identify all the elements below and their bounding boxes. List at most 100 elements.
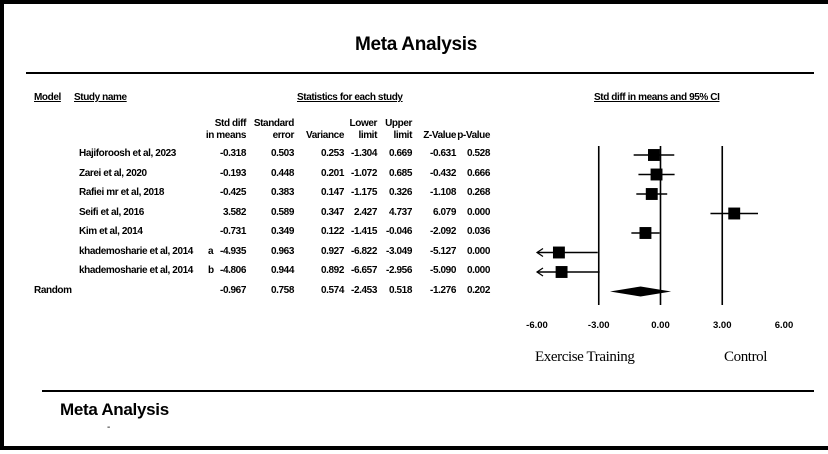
lower-limit-cell: -1.304 — [351, 148, 377, 159]
standard-error-cell: 0.349 — [270, 226, 294, 237]
p-value-cell: 0.666 — [466, 167, 490, 179]
z-value-cell: -5.127 — [430, 245, 456, 257]
lower-limit-cell: -6.822 — [351, 245, 377, 257]
std-diff-cell: -0.193 — [220, 167, 246, 179]
standard-error-header-line2: error — [272, 130, 295, 141]
point-estimate-square — [728, 207, 741, 220]
variance-cell: 0.927 — [320, 245, 344, 257]
model-header: Model — [34, 92, 61, 103]
upper-limit-cell: 4.737 — [388, 206, 412, 218]
model-cell: Random — [34, 284, 72, 296]
z-value-cell: -1.276 — [430, 284, 456, 296]
standard-error-cell: 0.383 — [270, 187, 294, 198]
p-value-cell: 0.000 — [466, 265, 490, 276]
std-diff-header-line1: Std diff — [214, 118, 247, 129]
point-estimate-square — [648, 149, 660, 161]
upper-limit-header-line1: Upper — [385, 118, 412, 129]
p-value-column-header: p-Value — [457, 130, 490, 141]
p-value-cell: 0.528 — [466, 148, 490, 159]
z-value-cell: -2.092 — [430, 226, 456, 237]
right-favours-label: Control — [724, 349, 768, 365]
variance-cell: 0.892 — [320, 265, 344, 276]
left-favours-label: Exercise Training — [535, 349, 635, 365]
lower-limit-header-line1: Lower — [349, 118, 378, 129]
variance-cell: 0.201 — [320, 167, 344, 179]
ci-group-header: Std diff in means and 95% CI — [594, 92, 720, 103]
z-value-cell: -0.631 — [430, 148, 456, 159]
footer-title: Meta Analysis — [60, 400, 169, 419]
standard-error-cell: 0.589 — [270, 206, 294, 218]
variance-cell: 0.574 — [320, 284, 344, 296]
standard-error-column-header: Standard error — [253, 118, 295, 142]
bottom-rule — [42, 390, 814, 392]
point-estimate-square — [639, 227, 652, 239]
variance-column-header: Variance — [306, 130, 344, 141]
subgroup-cell: b — [208, 265, 214, 276]
upper-limit-header-line2: limit — [393, 130, 412, 141]
study-name-cell: Rafiei mr et al, 2018 — [79, 187, 164, 198]
truncation-arrow — [535, 267, 544, 277]
variance-cell: 0.122 — [320, 226, 344, 237]
x-tick-label: 3.00 — [713, 320, 732, 331]
p-value-cell: 0.268 — [466, 187, 490, 198]
study-name-cell: khademosharie et al, 2014 — [79, 265, 193, 276]
lower-limit-column-header: Lower limit — [349, 118, 378, 142]
footer-mark: - — [107, 422, 111, 433]
point-estimate-square — [552, 246, 565, 259]
std-diff-cell: -0.731 — [220, 226, 246, 237]
upper-limit-cell: 0.518 — [388, 284, 412, 296]
std-diff-cell: -4.806 — [220, 265, 246, 276]
variance-cell: 0.347 — [320, 206, 344, 218]
point-estimate-square — [555, 266, 568, 278]
variance-cell: 0.147 — [320, 187, 344, 198]
top-rule — [26, 72, 814, 74]
p-value-cell: 0.000 — [466, 245, 490, 257]
x-tick-label: -6.00 — [526, 320, 548, 331]
upper-limit-cell: -3.049 — [386, 245, 412, 257]
upper-limit-cell: 0.669 — [388, 148, 412, 159]
std-diff-header-line2: in means — [205, 130, 247, 141]
variance-cell: 0.253 — [320, 148, 344, 159]
z-value-cell: -1.108 — [430, 187, 456, 198]
z-value-cell: 6.079 — [432, 206, 456, 218]
standard-error-header-line1: Standard — [253, 118, 295, 129]
study-name-cell: khademosharie et al, 2014 — [79, 245, 193, 257]
std-diff-cell: -0.425 — [220, 187, 246, 198]
std-diff-cell: -4.935 — [220, 245, 246, 257]
summary-diamond — [610, 286, 672, 297]
point-estimate-square — [650, 168, 663, 181]
subgroup-cell: a — [208, 245, 214, 257]
study-name-header: Study name — [74, 92, 127, 103]
standard-error-cell: 0.963 — [270, 245, 294, 257]
upper-limit-cell: 0.685 — [388, 167, 412, 179]
x-tick-label: -3.00 — [588, 320, 610, 331]
std-diff-cell: -0.967 — [220, 284, 246, 296]
stats-group-header: Statistics for each study — [297, 92, 403, 103]
lower-limit-cell: 2.427 — [353, 206, 377, 218]
upper-limit-cell: -2.956 — [386, 265, 412, 276]
std-diff-cell: 3.582 — [222, 206, 246, 218]
z-value-cell: -5.090 — [430, 265, 456, 276]
lower-limit-header-line2: limit — [358, 130, 377, 141]
lower-limit-cell: -1.415 — [351, 226, 377, 237]
p-value-cell: 0.036 — [466, 226, 490, 237]
page-title: Meta Analysis — [354, 34, 478, 55]
upper-limit-cell: -0.046 — [386, 226, 412, 237]
standard-error-cell: 0.758 — [270, 284, 294, 296]
std-diff-column-header: Std diff in means — [205, 118, 247, 142]
z-value-cell: -0.432 — [430, 167, 456, 179]
p-value-cell: 0.000 — [466, 206, 490, 218]
z-value-column-header: Z-Value — [423, 130, 456, 141]
x-tick-label: 0.00 — [651, 320, 670, 331]
standard-error-cell: 0.944 — [270, 265, 294, 276]
study-name-cell: Seifi et al, 2016 — [79, 206, 144, 218]
study-name-cell: Hajiforoosh et al, 2023 — [79, 148, 176, 159]
x-tick-label: 6.00 — [775, 320, 794, 331]
point-estimate-square — [645, 188, 658, 200]
lower-limit-cell: -6.657 — [351, 265, 377, 276]
standard-error-cell: 0.448 — [270, 167, 294, 179]
forest-plot: -6.00 -3.00 0.00 3.00 6.00 — [526, 146, 794, 331]
standard-error-cell: 0.503 — [270, 148, 294, 159]
study-name-cell: Zarei et al, 2020 — [79, 167, 147, 179]
